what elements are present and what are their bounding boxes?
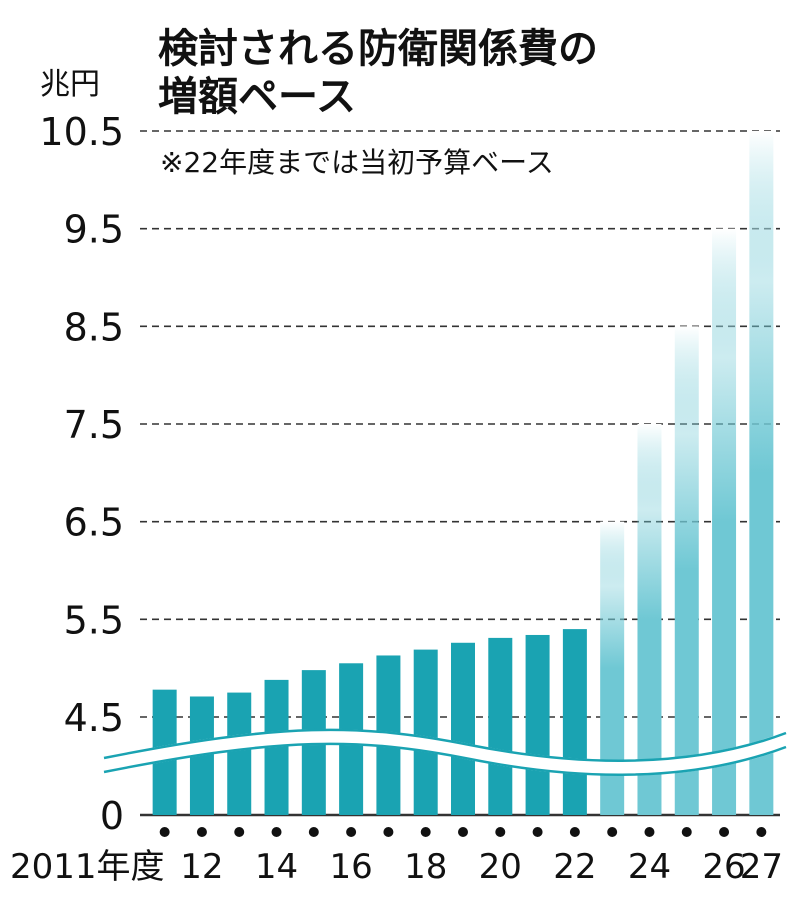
bar [413, 649, 438, 815]
axis-break-layer [96, 728, 794, 776]
bar [451, 642, 475, 815]
x-tick-dot [681, 827, 692, 837]
x-tick-dot [420, 827, 431, 837]
bar-projected [749, 131, 774, 815]
chart-title-line1: 検討される防衛関係費の [158, 26, 598, 72]
bar [525, 634, 550, 815]
bar [227, 692, 252, 815]
bar [488, 637, 513, 815]
y-tick-label: 6.5 [64, 501, 124, 545]
bar-projected [637, 424, 662, 815]
chart-title-line2: 増額ペース [158, 74, 356, 120]
bar [562, 629, 587, 815]
x-tick-dot [458, 827, 468, 837]
bars-layer [152, 131, 774, 815]
x-tick-label: 16 [329, 847, 372, 887]
x-tick-label: 2011年度 [10, 847, 165, 887]
x-tick-dot [532, 827, 543, 837]
x-tick-dot [607, 827, 618, 837]
y-axis-layer: 10.5 9.5 8.5 7.5 6.5 5.5 4.5 0 [39, 110, 124, 838]
x-tick-label: 12 [180, 847, 223, 887]
bar-projected [674, 326, 699, 815]
x-tick-dot [346, 827, 357, 837]
x-tick-label: 24 [628, 847, 671, 887]
x-tick-dot [569, 827, 580, 837]
x-tick-dot [308, 827, 319, 837]
x-tick-label: 22 [553, 847, 596, 887]
x-tick-dot [383, 827, 394, 837]
y-tick-label: 7.5 [64, 403, 124, 447]
x-tick-dot [196, 827, 207, 837]
x-tick-dot [719, 827, 730, 837]
x-tick-dot [159, 827, 170, 837]
y-tick-label: 8.5 [64, 305, 124, 349]
x-tick-label: 14 [255, 847, 298, 887]
chart-note: ※22年度までは当初予算ベース [160, 146, 554, 179]
x-tick-dot [644, 827, 655, 837]
x-tick-label: 20 [479, 847, 522, 887]
y-axis-unit-label: 兆円 [40, 67, 100, 102]
x-tick-label: 26 [702, 847, 745, 887]
y-tick-label: 5.5 [64, 598, 124, 642]
x-tick-dot [234, 827, 245, 837]
x-tick-label: 27 [740, 847, 783, 887]
y-tick-label: 4.5 [64, 696, 124, 740]
x-tick-dot [495, 827, 506, 837]
y-tick-label: 0 [100, 794, 124, 838]
axis-break-line-top [103, 728, 787, 762]
y-tick-label: 10.5 [39, 110, 124, 154]
x-tick-label: 18 [404, 847, 447, 887]
axis-break-line-bottom [103, 742, 787, 776]
bar-projected [712, 228, 737, 815]
y-tick-label: 9.5 [64, 208, 124, 252]
axis-break-gap [96, 728, 794, 776]
x-tick-dot [271, 827, 282, 837]
x-tick-dot [756, 827, 767, 837]
